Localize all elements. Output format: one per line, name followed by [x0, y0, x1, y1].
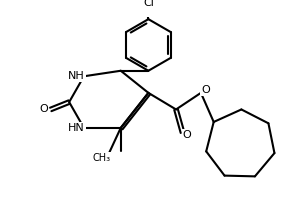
Text: O: O	[39, 104, 48, 114]
Text: O: O	[183, 130, 192, 140]
Text: CH₃: CH₃	[92, 153, 110, 163]
Text: NH: NH	[68, 71, 85, 81]
Text: Cl: Cl	[143, 0, 154, 7]
Text: HN: HN	[68, 123, 85, 133]
Text: O: O	[201, 85, 210, 95]
